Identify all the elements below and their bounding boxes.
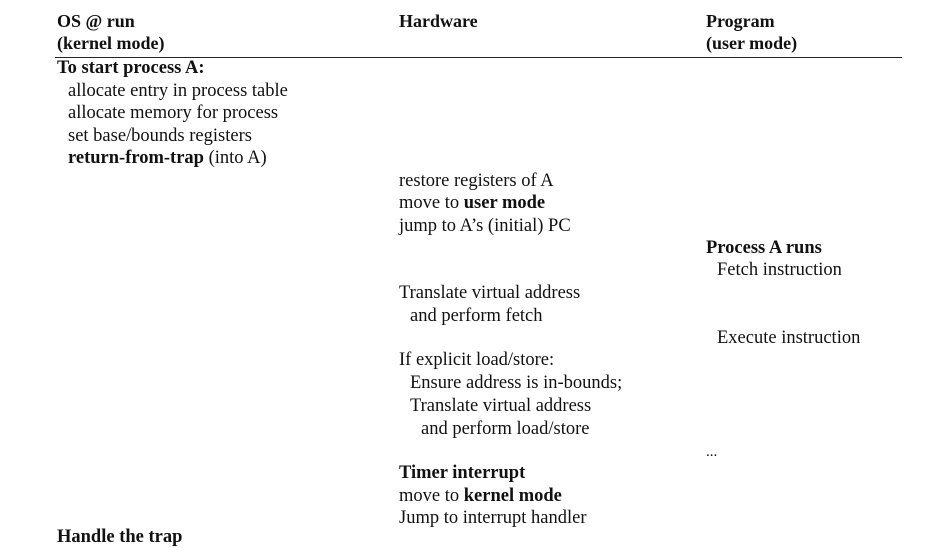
- prog-execute: Execute instruction: [717, 328, 861, 348]
- hw-translate: Translate virtual address: [399, 283, 581, 303]
- hw-if-explicit: If explicit load/store:: [399, 350, 555, 370]
- rft-bold: return-from-trap: [68, 148, 204, 168]
- hw-move-kernel: move to kernel mode: [399, 485, 562, 507]
- rft-rest: (into A): [203, 148, 267, 168]
- hw-move-user: move to user mode: [399, 192, 545, 214]
- kernel-mode-bold: kernel mode: [463, 486, 562, 506]
- os-alloc-mem: allocate memory for process: [68, 103, 279, 123]
- move-prefix: move to: [399, 193, 464, 213]
- os-header-line1: OS @ run: [57, 11, 135, 31]
- os-set-regs: set base/bounds registers: [68, 126, 252, 146]
- hardware-column-header: Hardware: [399, 10, 478, 32]
- hw-perform-ls: and perform load/store: [421, 419, 590, 439]
- hw-ensure: Ensure address is in-bounds;: [410, 373, 623, 393]
- hw-perform-fetch: and perform fetch: [410, 306, 543, 326]
- prog-fetch: Fetch instruction: [717, 260, 842, 280]
- hw-restore: restore registers of A: [399, 171, 554, 191]
- os-start-title: To start process A:: [57, 58, 205, 78]
- header-divider: [55, 57, 902, 58]
- hw-jump-pc: jump to A’s (initial) PC: [399, 216, 571, 236]
- user-mode-bold: user mode: [463, 193, 546, 213]
- os-alloc-entry: allocate entry in process table: [68, 81, 288, 101]
- prog-header-line2: (user mode): [706, 33, 798, 53]
- os-column-header: OS @ run (kernel mode): [57, 10, 164, 54]
- limited-direct-execution-table: OS @ run (kernel mode) Hardware Program …: [55, 10, 902, 547]
- prog-header-line1: Program: [706, 11, 775, 31]
- os-handle-trap-cutoff: Handle the trap: [57, 527, 183, 547]
- program-column-header: Program (user mode): [706, 10, 797, 54]
- move-prefix-2: move to: [399, 486, 464, 506]
- hw-translate2: Translate virtual address: [410, 396, 592, 416]
- hw-jump-handler: Jump to interrupt handler: [399, 508, 587, 528]
- hw-header-line1: Hardware: [399, 11, 478, 31]
- prog-runs: Process A runs: [706, 238, 822, 258]
- hw-timer: Timer interrupt: [399, 463, 526, 483]
- os-header-line2: (kernel mode): [57, 33, 165, 53]
- prog-ellipsis: ...: [706, 444, 718, 460]
- os-return-from-trap: return-from-trap (into A): [68, 147, 267, 169]
